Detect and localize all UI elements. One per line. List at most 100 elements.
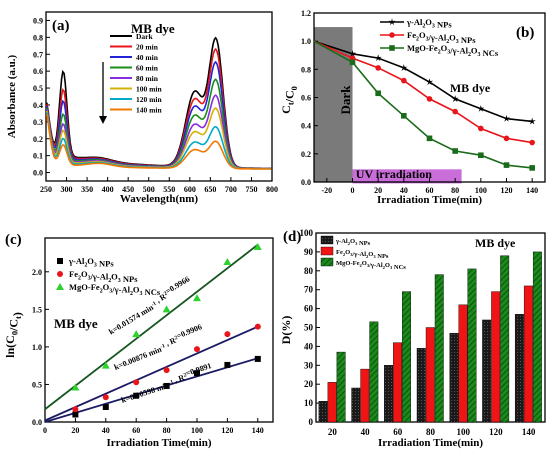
y-tick-label: 0.6	[301, 94, 311, 103]
chart-title: MB dye	[54, 316, 98, 331]
y-tick-label: 0	[309, 417, 314, 427]
y-axis-label: Absorbance (a.u.)	[6, 54, 18, 138]
legend-swatch	[320, 235, 334, 245]
x-tick-label: 60	[132, 426, 140, 435]
chart-title: MB dye	[131, 21, 175, 36]
data-point	[425, 78, 434, 86]
data-point	[72, 411, 79, 418]
data-point	[102, 403, 109, 410]
data-point	[223, 258, 232, 266]
y-tick-label: 0.5	[32, 380, 42, 389]
bar	[532, 251, 542, 423]
x-tick-label: 120	[489, 427, 503, 437]
x-tick-label: 40	[102, 426, 110, 435]
x-tick-label: 80	[163, 426, 171, 435]
data-point	[478, 152, 484, 159]
x-axis-label: Irradiation Time(min)	[106, 437, 211, 449]
data-point	[71, 383, 80, 391]
dark-label: Dark	[338, 85, 353, 115]
x-tick-label: 40	[361, 427, 371, 437]
data-point	[254, 323, 261, 330]
uv-region	[352, 169, 462, 184]
data-point	[349, 55, 356, 61]
bar	[491, 291, 501, 423]
data-point	[102, 394, 109, 401]
x-tick-label: 0	[351, 186, 355, 195]
data-point	[163, 382, 170, 389]
y-tick-label: 0.7	[33, 50, 43, 59]
x-tick-label: 120	[501, 186, 513, 195]
data-point	[193, 294, 201, 302]
y-axis-label: ln(C0/Ct)	[3, 312, 24, 358]
data-point	[101, 361, 110, 369]
x-tick-label: 600	[184, 185, 196, 194]
dark-region	[314, 27, 353, 183]
data-point	[400, 64, 408, 71]
data-point	[133, 392, 140, 399]
x-tick-label: 20	[71, 426, 79, 435]
x-tick-label: 20	[328, 427, 338, 437]
y-tick-label: 0.6	[33, 67, 43, 76]
legend-label: 60 min	[136, 64, 159, 73]
bar	[360, 368, 370, 423]
data-point	[224, 361, 231, 368]
data-point	[477, 105, 485, 112]
data-point	[452, 148, 458, 154]
bar	[384, 365, 393, 423]
data-point	[375, 65, 381, 71]
bar	[425, 327, 435, 423]
x-axis-label: Irradiation Time(min)	[378, 437, 483, 449]
x-tick-label: 20	[374, 186, 382, 195]
spectrum-line-140-min	[46, 114, 272, 170]
legend-label: γ-Al2O3 NPs	[406, 17, 452, 30]
x-tick-label: 500	[143, 185, 155, 194]
x-tick-label: 80	[451, 186, 459, 195]
data-point	[349, 59, 356, 66]
x-tick-label: 450	[122, 185, 134, 194]
bar	[434, 274, 444, 423]
y-tick-label: 0.8	[33, 33, 43, 42]
fit-line	[44, 325, 259, 422]
data-point	[478, 125, 484, 132]
y-tick-label: 50	[304, 323, 314, 333]
data-point	[348, 50, 357, 57]
x-tick-label: 750	[245, 185, 257, 194]
chart-title: MB dye	[475, 236, 516, 250]
spectrum-line-40-min	[46, 60, 272, 170]
legend-label: 80 min	[136, 74, 159, 83]
y-tick-label: 0.2	[301, 150, 311, 159]
x-tick-label: 650	[204, 185, 216, 194]
bar	[500, 255, 510, 423]
x-tick-label: 40	[400, 186, 408, 195]
legend-swatch	[320, 246, 334, 256]
legend-label: 100 min	[136, 85, 162, 94]
data-point	[426, 96, 433, 102]
data-point	[254, 355, 261, 362]
legend-marker	[389, 32, 395, 38]
legend-marker	[388, 18, 396, 26]
y-tick-label: 0.3	[33, 118, 43, 127]
data-point	[224, 331, 231, 338]
x-tick-label: 80	[426, 427, 436, 437]
data-point	[502, 114, 511, 122]
bar	[402, 291, 411, 423]
y-tick-label: 90	[304, 247, 314, 257]
bar	[467, 268, 477, 423]
bar	[369, 321, 379, 423]
data-point	[253, 243, 262, 251]
legend-label: Fe2O3/γ-Al2O3 NPs	[336, 249, 389, 260]
x-tick-label: 140	[522, 427, 536, 437]
data-point	[529, 139, 535, 146]
x-tick-label: 60	[393, 427, 403, 437]
bar	[327, 382, 337, 423]
fit-line	[44, 244, 259, 410]
x-tick-label: 250	[40, 185, 52, 194]
y-tick-label: 0.8	[301, 65, 311, 74]
legend-label: Dark	[136, 32, 153, 41]
y-tick-label: 0.0	[32, 418, 42, 427]
data-point	[529, 165, 535, 171]
x-tick-label: 120	[221, 426, 233, 435]
data-point	[528, 117, 536, 125]
data-point	[163, 367, 170, 374]
legend-label: γ-Al2O3 NPs	[68, 256, 114, 269]
